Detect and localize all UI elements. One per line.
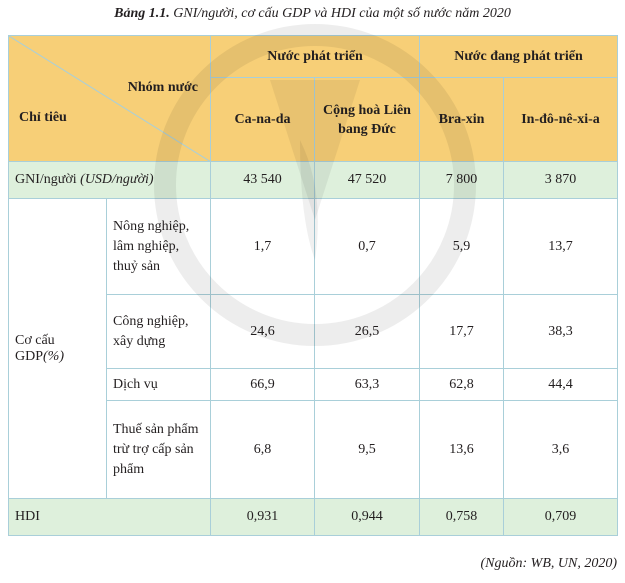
gni-label: GNI/người <box>15 172 77 187</box>
data-table: Nhóm nước Chỉ tiêu Nước phát triển Nước … <box>8 35 619 536</box>
sector-label: Dịch vụ <box>106 368 211 401</box>
table-cell: 13,7 <box>503 198 619 295</box>
table-cell: 0,7 <box>313 198 421 295</box>
table-cell: 9,5 <box>313 400 421 499</box>
table-cell: 38,3 <box>503 294 619 369</box>
table-cell: 63,3 <box>313 368 421 401</box>
country-header-indonesia: In-đô-nê-xi-a <box>503 77 619 162</box>
table-cell: 66,9 <box>210 368 315 401</box>
table-cell: 3,6 <box>503 400 619 499</box>
sector-label: Thuế sản phẩm trừ trợ cấp sản phẩm <box>106 400 211 499</box>
gni-label-cell: GNI/người (USD/người) <box>8 161 211 199</box>
table-cell: 7 800 <box>419 161 505 199</box>
country-header-brazil: Bra-xin <box>419 77 505 162</box>
column-label: Chỉ tiêu <box>19 110 67 125</box>
table-caption: Bảng 1.1. GNI/người, cơ cấu GDP và HDI c… <box>0 6 625 22</box>
gdp-label: Cơ cấu GDP <box>15 332 55 364</box>
table-cell: 26,5 <box>313 294 421 369</box>
header-corner-cell: Nhóm nước Chỉ tiêu <box>8 35 211 162</box>
row-group-label: Nhóm nước <box>127 80 198 95</box>
gdp-label-cell: Cơ cấu GDP(%) <box>8 198 107 499</box>
table-cell: 0,931 <box>210 498 315 536</box>
group-header-developing: Nước đang phát triển <box>419 35 619 78</box>
gni-unit: (USD/người) <box>80 172 154 187</box>
diagonal-line <box>9 36 211 162</box>
table-cell: 24,6 <box>210 294 315 369</box>
table-cell: 44,4 <box>503 368 619 401</box>
table-cell: 0,758 <box>419 498 505 536</box>
source-note: (Nguồn: WB, UN, 2020) <box>480 556 618 571</box>
table-cell: 13,6 <box>419 400 505 499</box>
table-cell: 5,9 <box>419 198 505 295</box>
gdp-unit: (%) <box>43 348 65 364</box>
table-cell: 0,944 <box>313 498 421 536</box>
table-cell: 47 520 <box>313 161 421 199</box>
sector-label: Nông nghiệp, lâm nghiệp, thuỷ sản <box>106 198 211 295</box>
group-header-developed: Nước phát triển <box>209 35 421 78</box>
table-cell: 0,709 <box>503 498 619 536</box>
country-header-germany: Cộng hoà Liên bang Đức <box>313 77 421 162</box>
table-cell: 62,8 <box>419 368 505 401</box>
table-cell: 1,7 <box>210 198 315 295</box>
sector-label: Công nghiệp, xây dựng <box>106 294 211 369</box>
caption-label: Bảng 1.1. <box>114 6 170 21</box>
caption-text: GNI/người, cơ cấu GDP và HDI của một số … <box>173 6 511 21</box>
table-cell: 43 540 <box>210 161 315 199</box>
country-header-canada: Ca-na-da <box>210 77 315 162</box>
table-cell: 17,7 <box>419 294 505 369</box>
hdi-label-cell: HDI <box>8 498 211 536</box>
table-cell: 6,8 <box>210 400 315 499</box>
table-cell: 3 870 <box>503 161 619 199</box>
